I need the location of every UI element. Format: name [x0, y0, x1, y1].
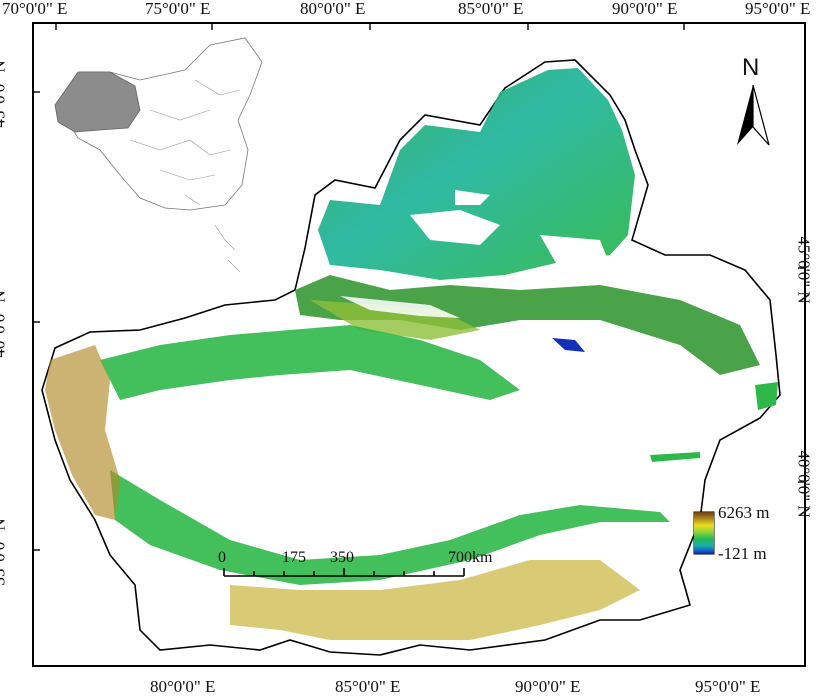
tarim-north-belt	[100, 325, 520, 400]
bottom-axis-label: 95°0'0" E	[695, 677, 761, 696]
scale-label: 350	[330, 549, 354, 566]
dzungaria-basin	[318, 68, 635, 280]
tianshan-mountains	[295, 275, 760, 375]
lake	[552, 338, 585, 352]
western-mountains	[45, 345, 120, 520]
scale-label: 700km	[448, 549, 493, 566]
scale-label: 175	[282, 549, 306, 566]
top-axis-label: 70°0'0" E	[2, 0, 68, 18]
kunlun-belt	[110, 470, 670, 585]
top-axis-label: 75°0'0" E	[145, 0, 211, 18]
top-axis-label: 95°0'0" E	[745, 0, 811, 18]
north-arrow-icon	[737, 84, 770, 146]
north-arrow-label: N	[742, 54, 760, 81]
left-axis-label: 35°0'0" N	[0, 518, 9, 586]
top-axis-label: 80°0'0" E	[300, 0, 366, 18]
top-axis-label: 85°0'0" E	[458, 0, 524, 18]
top-axis-label: 90°0'0" E	[612, 0, 678, 18]
inset-xinjiang	[54, 71, 141, 133]
left-axis-label: 45°0'0" N	[0, 60, 9, 128]
scale-label: 0	[218, 549, 226, 566]
map-frame	[32, 22, 806, 667]
bottom-axis-label: 90°0'0" E	[515, 677, 581, 696]
right-axis-label: 45°0'0" N	[794, 236, 814, 304]
tarim-basin	[125, 385, 525, 525]
legend-min-label: -121 m	[718, 544, 767, 563]
bottom-axis-label: 85°0'0" E	[335, 677, 401, 696]
legend-max-label: 6263 m	[718, 503, 770, 522]
right-axis-label: 40°0'0" N	[794, 450, 814, 518]
bottom-axis-label: 80°0'0" E	[150, 677, 216, 696]
kunlun-plateau	[230, 560, 640, 640]
scale-bar	[223, 568, 465, 577]
left-axis-label: 40°0'0" N	[0, 290, 9, 358]
inset-map	[54, 37, 263, 273]
